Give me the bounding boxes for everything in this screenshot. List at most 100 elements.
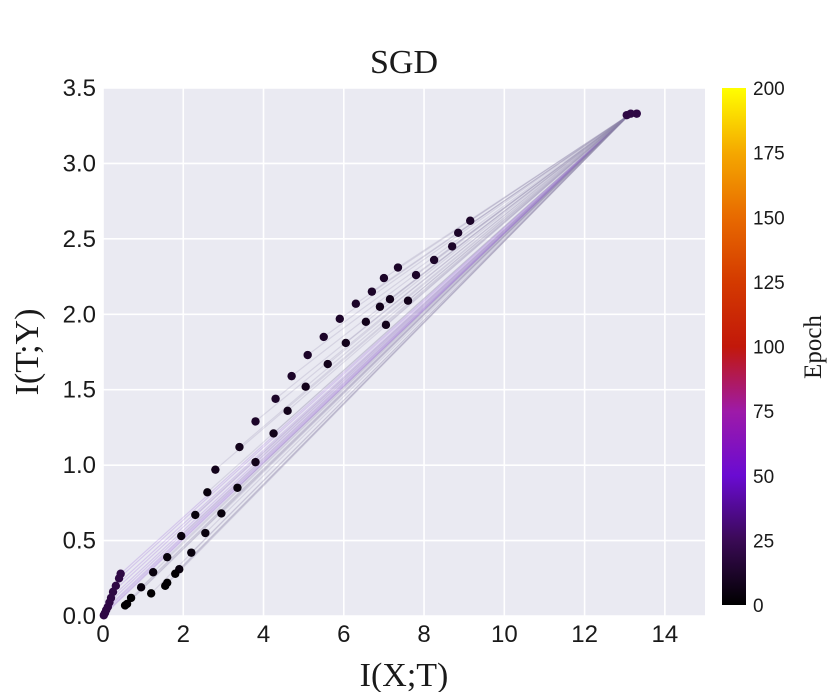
y-tick-label: 3.5 — [63, 75, 96, 102]
trajectory-line — [383, 114, 630, 279]
trajectory-line — [371, 114, 630, 293]
data-point — [385, 295, 395, 304]
data-point — [466, 216, 475, 225]
x-tick-label: 0 — [96, 621, 109, 648]
data-point — [319, 332, 328, 342]
trajectory-line — [345, 114, 630, 344]
trajectory-line — [120, 114, 630, 575]
data-point — [126, 593, 136, 603]
trajectory-line — [365, 114, 630, 323]
colorbar-tick-label: 50 — [753, 467, 774, 488]
trajectory-line — [237, 114, 630, 489]
data-point — [367, 287, 377, 296]
data-point — [187, 548, 196, 557]
trajectory-line — [327, 114, 630, 365]
trajectory-line — [305, 114, 630, 388]
trajectory-line — [255, 114, 630, 463]
data-point — [148, 568, 158, 577]
x-tick-label: 10 — [491, 621, 518, 648]
data-point — [271, 394, 280, 403]
trajectory-line — [206, 114, 630, 493]
grid — [102, 87, 705, 617]
data-point — [411, 270, 421, 280]
trajectory-line — [115, 114, 630, 587]
trajectory-line — [174, 114, 630, 575]
colorbar-label: Epoch — [800, 315, 827, 379]
data-point — [632, 109, 641, 118]
data-point — [626, 109, 635, 118]
data-point — [251, 417, 260, 426]
x-tick-labels: 0 2 4 6 8 10 12 14 — [96, 621, 678, 648]
trajectory-line — [339, 114, 630, 320]
trajectory-line — [323, 114, 630, 338]
trajectory-line — [150, 114, 630, 594]
data-point — [447, 242, 457, 251]
data-point — [211, 465, 220, 474]
data-point — [171, 569, 180, 578]
y-tick-label: 0.0 — [63, 603, 96, 630]
trajectory-line — [397, 114, 630, 269]
trajectory-line — [389, 114, 630, 300]
data-point — [203, 488, 212, 497]
trajectory-line — [126, 114, 630, 605]
colorbar-tick-label: 100 — [753, 338, 785, 359]
y-tick-labels: 0.0 0.5 1.0 1.5 2.0 2.5 3.0 3.5 — [63, 75, 96, 630]
data-point — [235, 442, 244, 452]
y-tick-label: 3.0 — [63, 150, 96, 177]
data-point — [283, 406, 292, 416]
data-point — [233, 483, 242, 492]
trajectory-line — [124, 114, 630, 606]
data-point — [116, 569, 125, 578]
x-tick-label: 8 — [417, 621, 430, 648]
x-tick-label: 14 — [652, 621, 679, 648]
trajectory-line — [407, 114, 630, 302]
trajectory-line — [355, 114, 630, 305]
colorbar-tick-label: 75 — [753, 402, 774, 423]
trajectory-line — [105, 114, 630, 611]
data-point — [146, 589, 156, 598]
trajectory-line — [166, 114, 630, 584]
data-point — [251, 457, 260, 467]
trajectory-line — [107, 114, 630, 608]
trajectory-line — [385, 114, 630, 326]
data-point — [136, 583, 146, 592]
y-tick-label: 2.5 — [63, 226, 96, 253]
data-point — [269, 429, 278, 438]
data-point — [201, 528, 210, 538]
data-point — [429, 255, 439, 265]
x-tick-label: 2 — [177, 621, 190, 648]
data-point — [303, 350, 312, 360]
data-point — [191, 510, 200, 520]
data-point — [335, 314, 344, 324]
colorbar-tick-label: 175 — [753, 144, 785, 165]
data-point — [381, 320, 391, 330]
trajectory-line — [164, 114, 630, 587]
colorbar-tick-label: 125 — [753, 273, 785, 294]
trajectory-line — [291, 114, 630, 377]
y-axis-label: I(T;Y) — [9, 309, 46, 396]
data-point — [161, 581, 170, 591]
trajectory-line — [451, 114, 630, 247]
data-point — [301, 382, 310, 391]
data-point — [341, 338, 351, 348]
data-points — [99, 109, 641, 620]
y-tick-label: 1.5 — [63, 377, 96, 404]
trajectory-line — [152, 114, 630, 573]
data-point — [375, 302, 385, 311]
trajectory-line — [379, 114, 630, 308]
data-point — [453, 228, 463, 238]
y-tick-label: 0.5 — [63, 528, 96, 555]
data-point — [403, 296, 413, 305]
colorbar-tick-labels: 0 25 50 75 100 125 150 175 200 — [753, 79, 785, 617]
x-axis-label: I(X;T) — [360, 657, 449, 692]
trajectory-line — [109, 114, 630, 603]
trajectory-line — [469, 114, 630, 222]
trajectory-line — [178, 114, 630, 570]
y-tick-label: 2.0 — [63, 301, 96, 328]
trajectory-line — [275, 114, 630, 400]
colorbar-tick-label: 0 — [753, 596, 764, 617]
trajectory-line — [166, 114, 630, 558]
trajectory-line — [220, 114, 630, 514]
trajectory-line — [118, 114, 630, 579]
data-point — [323, 359, 332, 369]
